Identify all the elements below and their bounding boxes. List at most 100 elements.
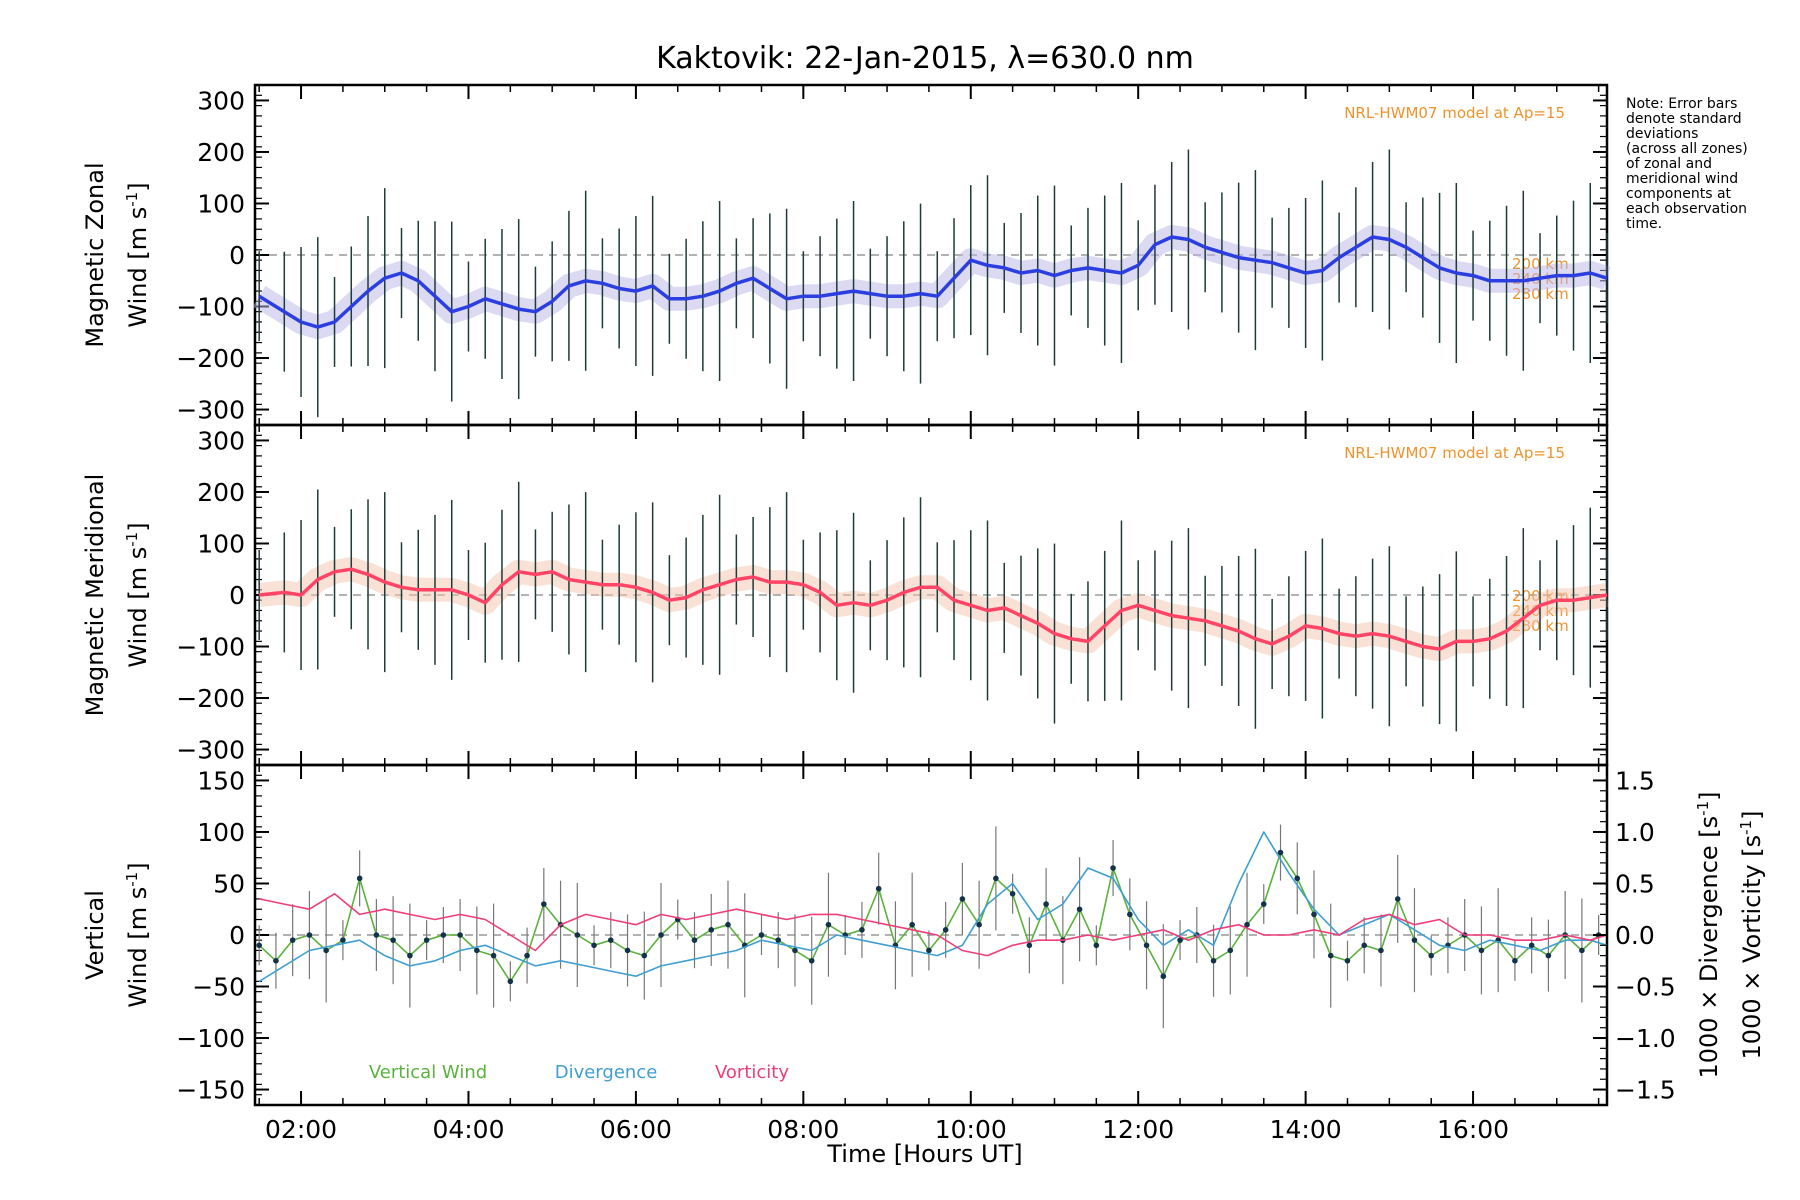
- data-point: [390, 937, 396, 943]
- note-line: Note: Error bars: [1626, 96, 1737, 112]
- data-point: [1327, 952, 1334, 959]
- x-tick-label: 14:00: [1270, 1115, 1342, 1144]
- data-point: [373, 932, 380, 938]
- data-point: [1127, 911, 1133, 918]
- y-axis-title-line2: Wind [m s-1]: [123, 182, 152, 327]
- y-tick-label: 200: [197, 138, 245, 167]
- error-envelope: [252, 225, 1611, 340]
- y2-tick-label: 0.0: [1615, 921, 1655, 950]
- data-point: [1394, 896, 1401, 902]
- data-point: [691, 937, 698, 943]
- y-tick-label: 100: [197, 529, 245, 558]
- y2-tick-label: 0.5: [1615, 869, 1655, 898]
- y-tick-label: 0: [229, 581, 245, 610]
- data-point: [423, 937, 430, 943]
- y-tick-label: 100: [197, 189, 245, 218]
- data-point: [959, 896, 966, 902]
- y-tick-label: 300: [197, 86, 245, 115]
- x-tick-label: 06:00: [600, 1115, 672, 1144]
- y-axis-title-line1: Vertical: [81, 890, 109, 980]
- data-point: [440, 932, 447, 938]
- note-line: denote standard: [1626, 111, 1742, 127]
- panel-meridional: 300 200 100 0 −100 −200 −300 Magnetic Meridiona…: [81, 423, 1609, 767]
- series-line: [259, 567, 1608, 651]
- data-point: [1009, 890, 1016, 897]
- chart-title: Kaktovik: 22-Jan-2015, λ=630.0 nm: [656, 41, 1194, 76]
- data-point: [256, 942, 262, 949]
- data-point: [289, 937, 296, 943]
- y-axis-title-line2: Wind [m s-1]: [123, 862, 152, 1007]
- data-point: [541, 901, 547, 907]
- data-point: [1528, 942, 1535, 949]
- y-tick-label: 50: [213, 869, 245, 898]
- data-point: [1244, 921, 1250, 928]
- y-tick-label: −200: [176, 684, 245, 713]
- data-point: [1277, 849, 1284, 856]
- legend-label: Divergence: [555, 1062, 658, 1083]
- data-point: [775, 937, 782, 943]
- data-point: [1210, 957, 1217, 964]
- data-point: [1311, 911, 1317, 918]
- data-point: [1411, 937, 1418, 943]
- note-line: (across all zones): [1626, 141, 1748, 157]
- data-point: [808, 957, 815, 964]
- panel-zonal: 300 200 100 0 −100 −200 −300 Magnetic Zonal Wind…: [81, 83, 1611, 427]
- y2-tick-label: 1.0: [1615, 818, 1655, 847]
- data-point: [1512, 957, 1518, 964]
- data-point: [356, 875, 363, 882]
- data-point: [1110, 865, 1116, 871]
- data-point: [859, 927, 865, 933]
- x-tick-label: 16:00: [1437, 1115, 1509, 1144]
- data-point: [1294, 875, 1301, 882]
- y2-axis-title-divergence: 1000 × Divergence [s-1]: [1694, 791, 1723, 1078]
- y-tick-label: −50: [192, 973, 245, 1002]
- y2-tick-label: 1.5: [1615, 766, 1655, 795]
- series-line: [259, 892, 1608, 957]
- data-point: [624, 947, 631, 954]
- data-point: [1579, 947, 1585, 954]
- y-tick-label: −100: [176, 633, 245, 662]
- y-tick-label: −100: [176, 293, 245, 322]
- note-line: deviations: [1626, 126, 1698, 142]
- y-tick-label: 150: [197, 766, 245, 795]
- x-tick-label: 02:00: [265, 1115, 337, 1144]
- data-point: [340, 937, 346, 943]
- note-line: each observation: [1626, 201, 1747, 217]
- data-point: [1026, 942, 1033, 949]
- data-point: [490, 952, 497, 959]
- legend-label: Vertical Wind: [369, 1062, 487, 1083]
- data-point: [875, 885, 882, 892]
- x-tick-label: 10:00: [935, 1115, 1007, 1144]
- y-tick-label: 100: [197, 818, 245, 847]
- x-tick-label: 04:00: [432, 1115, 504, 1144]
- data-point: [574, 932, 581, 938]
- x-axis-label: Time [Hours UT]: [826, 1140, 1022, 1168]
- note-line: time.: [1626, 216, 1662, 232]
- data-point: [976, 921, 982, 928]
- data-point: [1378, 947, 1384, 954]
- data-point: [1043, 901, 1049, 907]
- y2-tick-label: −1.5: [1615, 1076, 1676, 1105]
- data-point: [942, 927, 949, 933]
- y2-axis-title-vorticity: 1000 × Vorticity [s-1]: [1737, 811, 1766, 1060]
- series-line: [258, 831, 1608, 983]
- data-point: [926, 947, 932, 954]
- data-point: [1093, 942, 1100, 949]
- x-tick-label: 12:00: [1102, 1115, 1174, 1144]
- y-tick-label: 300: [197, 426, 245, 455]
- model-note: NRL-HWM07 model at Ap=15: [1344, 444, 1565, 462]
- note-line: meridional wind: [1626, 171, 1738, 187]
- y-axis-title-line1: Magnetic Meridional: [81, 474, 109, 717]
- y-axis-title-line1: Magnetic Zonal: [81, 162, 109, 347]
- y-tick-label: −300: [176, 736, 245, 765]
- data-point: [993, 875, 999, 882]
- y2-tick-label: −0.5: [1615, 973, 1676, 1002]
- data-point: [1478, 947, 1485, 954]
- data-point: [725, 921, 731, 928]
- note-line: components at: [1626, 186, 1732, 202]
- y-tick-label: −150: [176, 1076, 245, 1105]
- data-point: [323, 947, 329, 954]
- panel-vertical: 02:00 04:00 06:00 08:00 10:00 12:00 14:00 16:00…: [81, 763, 1766, 1144]
